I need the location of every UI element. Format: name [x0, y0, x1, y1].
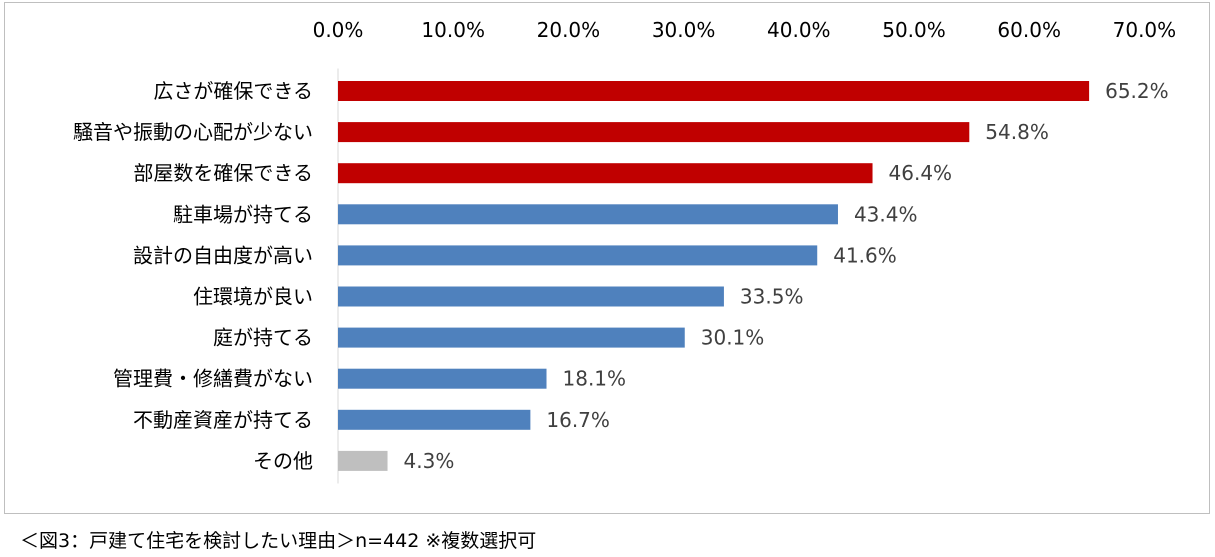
bar-chart: 0.0% 10.0% 20.0% 30.0% 40.0% 50.0% 60.0% 70.0% … [73, 18, 1177, 484]
category-label: 住環境が良い [193, 285, 313, 309]
category-label: 駐車場が持てる [173, 202, 313, 226]
chart-frame: 0.0% 10.0% 20.0% 30.0% 40.0% 50.0% 60.0% 70.0% … [4, 2, 1210, 514]
category-label: その他 [253, 449, 313, 473]
x-tick-label: 20.0% [537, 18, 601, 42]
bar [338, 286, 724, 307]
bar [338, 450, 388, 471]
category-label: 騒音や振動の心配が少ない [73, 120, 313, 144]
category-labels: 広さが確保できる騒音や振動の心配が少ない部屋数を確保できる駐車場が持てる設計の自… [73, 79, 313, 473]
bar [338, 409, 531, 430]
category-label: 部屋数を確保できる [133, 161, 313, 185]
bar [338, 204, 838, 225]
bar [338, 81, 1090, 101]
category-label: 庭が持てる [213, 326, 313, 350]
data-label: 16.7% [546, 408, 610, 432]
value-labels: 65.2% 54.8% 46.4% 43.4% 41.6% 33.5% 30.1% 18.1%… [404, 79, 1169, 473]
figure-caption: ＜図3：戸建て住宅を検討したい理由＞n=442 ※複数選択可 [20, 530, 537, 552]
bar [338, 122, 970, 143]
data-label: 43.4% [854, 202, 918, 226]
data-label: 46.4% [889, 161, 953, 185]
x-tick-label: 30.0% [652, 18, 716, 42]
data-label: 41.6% [833, 243, 897, 267]
data-label: 33.5% [740, 285, 804, 309]
bar [338, 368, 547, 389]
x-axis-ticks: 0.0% 10.0% 20.0% 30.0% 40.0% 50.0% 60.0% 70.0% [313, 18, 1177, 42]
data-label: 54.8% [985, 120, 1049, 144]
data-label: 65.2% [1105, 79, 1169, 103]
data-label: 18.1% [563, 367, 627, 391]
x-tick-label: 70.0% [1113, 18, 1177, 42]
x-tick-label: 40.0% [767, 18, 831, 42]
category-label: 不動産資産が持てる [133, 408, 313, 432]
bar [338, 163, 873, 184]
category-label: 広さが確保できる [153, 79, 313, 103]
x-tick-label: 60.0% [997, 18, 1061, 42]
category-label: 設計の自由度が高い [133, 243, 313, 267]
category-label: 管理費・修繕費がない [113, 367, 313, 391]
x-tick-label: 10.0% [421, 18, 485, 42]
x-tick-label: 50.0% [882, 18, 946, 42]
bar [338, 327, 685, 348]
bar [338, 245, 818, 266]
x-tick-label: 0.0% [313, 18, 364, 42]
bars [338, 81, 1090, 471]
data-label: 4.3% [404, 449, 455, 473]
data-label: 30.1% [701, 326, 765, 350]
